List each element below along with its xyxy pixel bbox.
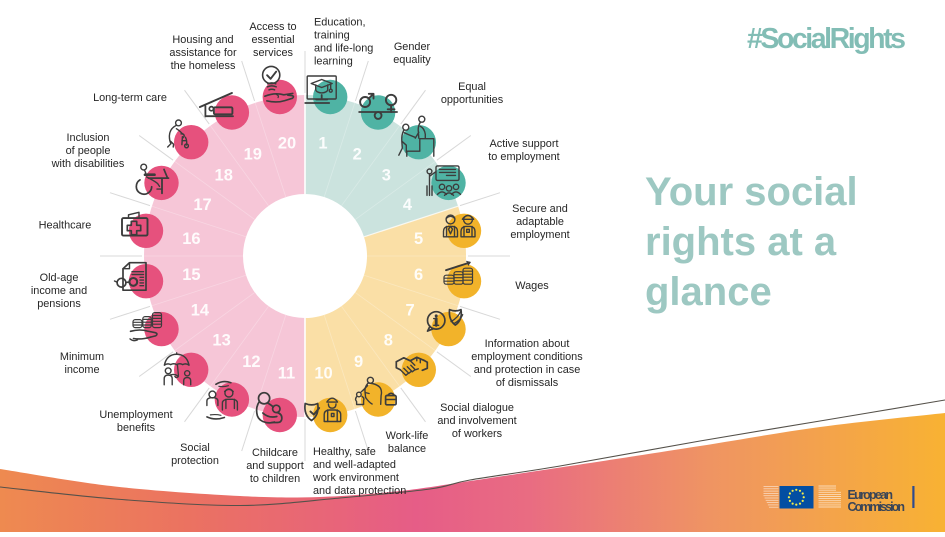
svg-text:and support: and support <box>246 460 304 472</box>
svg-text:and involvement: and involvement <box>437 415 516 427</box>
svg-text:services: services <box>253 47 293 59</box>
svg-text:work environment: work environment <box>312 472 399 484</box>
svg-text:pensions: pensions <box>37 298 81 310</box>
svg-text:Childcare: Childcare <box>252 447 298 459</box>
svg-text:protection: protection <box>171 455 219 467</box>
svg-text:Social dialogue: Social dialogue <box>440 402 514 414</box>
svg-text:14: 14 <box>191 302 210 320</box>
svg-text:Old-age: Old-age <box>40 272 79 284</box>
svg-text:of workers: of workers <box>452 428 503 440</box>
svg-text:11: 11 <box>278 365 295 383</box>
svg-text:10: 10 <box>314 365 332 383</box>
svg-text:5: 5 <box>414 230 423 248</box>
svg-text:the homeless: the homeless <box>171 60 236 72</box>
svg-text:Information about: Information about <box>485 338 570 350</box>
svg-text:balance: balance <box>388 443 426 455</box>
svg-text:with disabilities: with disabilities <box>51 158 125 170</box>
svg-text:7: 7 <box>406 302 415 320</box>
svg-text:Work-life: Work-life <box>386 430 429 442</box>
svg-text:16: 16 <box>182 230 200 248</box>
svg-text:rights at a: rights at a <box>645 220 837 264</box>
svg-text:Social: Social <box>180 442 210 454</box>
svg-text:Equal: Equal <box>458 81 486 93</box>
svg-text:employment conditions: employment conditions <box>471 351 583 363</box>
svg-text:2: 2 <box>353 146 362 164</box>
svg-text:#SocialRights: #SocialRights <box>747 23 906 55</box>
svg-text:Access to: Access to <box>249 21 296 33</box>
svg-text:6: 6 <box>414 266 423 284</box>
svg-text:to children: to children <box>250 473 300 485</box>
svg-text:and life-long: and life-long <box>314 43 373 55</box>
svg-text:Long-term care: Long-term care <box>93 92 167 104</box>
svg-text:12: 12 <box>242 353 260 371</box>
svg-text:glance: glance <box>645 270 772 314</box>
svg-text:opportunities: opportunities <box>441 94 504 106</box>
svg-text:benefits: benefits <box>117 422 156 434</box>
svg-text:Education,: Education, <box>314 17 365 29</box>
svg-text:European: European <box>848 488 894 502</box>
svg-text:equality: equality <box>393 54 431 66</box>
svg-text:1: 1 <box>318 134 327 152</box>
svg-text:Active support: Active support <box>489 138 558 150</box>
svg-text:3: 3 <box>382 167 391 185</box>
svg-text:learning: learning <box>314 56 353 68</box>
svg-text:Your social: Your social <box>645 170 858 214</box>
svg-text:9: 9 <box>354 353 363 371</box>
svg-text:employment: employment <box>510 229 569 241</box>
svg-text:Healthy, safe: Healthy, safe <box>313 446 376 458</box>
svg-text:income: income <box>64 364 99 376</box>
svg-text:18: 18 <box>215 167 233 185</box>
svg-text:of people: of people <box>66 145 111 157</box>
svg-text:assistance for: assistance for <box>169 47 237 59</box>
svg-text:17: 17 <box>193 196 211 214</box>
svg-text:training: training <box>314 30 350 42</box>
svg-text:Housing and: Housing and <box>172 34 233 46</box>
svg-text:and data protection: and data protection <box>313 485 406 497</box>
svg-text:15: 15 <box>182 266 200 284</box>
svg-text:Gender: Gender <box>394 41 431 53</box>
svg-text:Minimum: Minimum <box>60 351 104 363</box>
svg-text:to employment: to employment <box>488 151 559 163</box>
svg-text:income and: income and <box>31 285 87 297</box>
svg-text:and protection in case: and protection in case <box>474 364 581 376</box>
svg-text:and well-adapted: and well-adapted <box>313 459 396 471</box>
svg-text:Unemployment: Unemployment <box>99 409 172 421</box>
svg-text:20: 20 <box>278 134 296 152</box>
svg-text:Wages: Wages <box>515 280 549 292</box>
svg-text:essential: essential <box>252 34 295 46</box>
svg-text:19: 19 <box>244 146 262 164</box>
svg-text:Inclusion: Inclusion <box>67 132 110 144</box>
svg-text:of dismissals: of dismissals <box>496 377 559 389</box>
svg-text:4: 4 <box>403 196 413 214</box>
svg-text:Secure and: Secure and <box>512 203 568 215</box>
svg-text:8: 8 <box>384 331 393 349</box>
svg-text:Healthcare: Healthcare <box>39 220 92 232</box>
svg-text:adaptable: adaptable <box>516 216 564 228</box>
svg-text:Commission: Commission <box>848 500 906 514</box>
svg-text:13: 13 <box>212 331 230 349</box>
